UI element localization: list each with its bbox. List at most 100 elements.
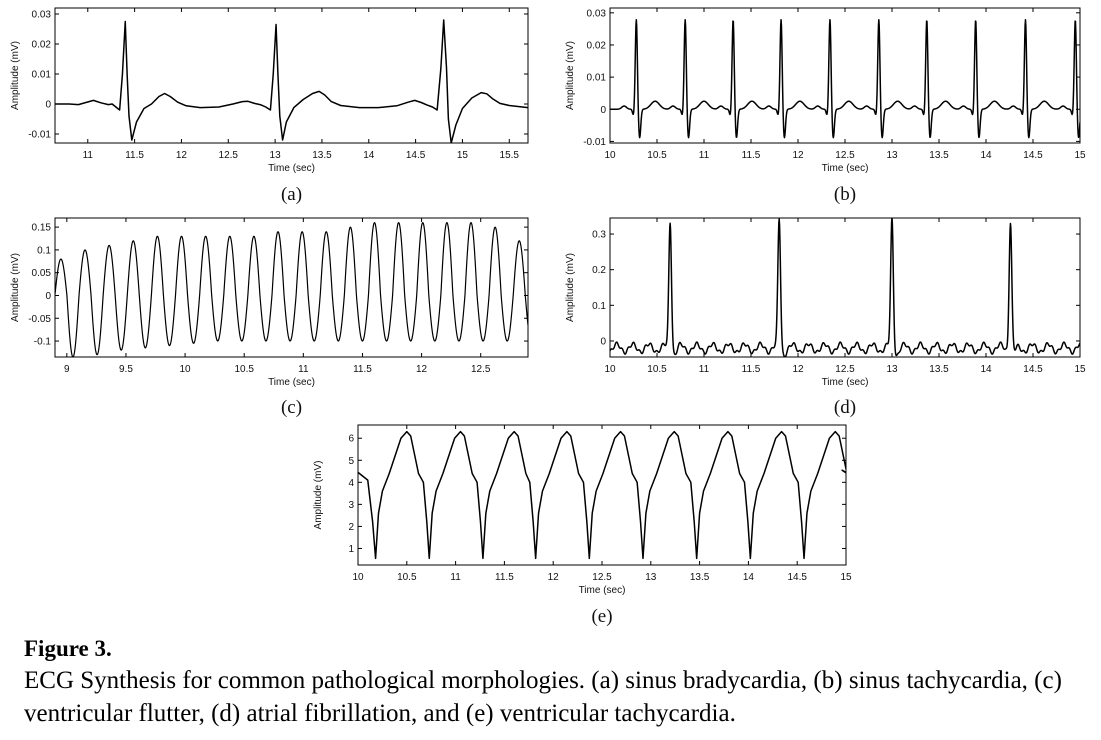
x-tick-label-c: 9: [64, 364, 70, 375]
caption-text: ECG Synthesis for common pathological mo…: [24, 667, 1062, 727]
x-tick-label-a: 15: [457, 150, 469, 161]
y-tick-label-d: 0.3: [592, 230, 606, 241]
x-tick-label-b: 10.5: [647, 150, 667, 161]
x-tick-label-b: 11.5: [742, 150, 761, 161]
x-tick-label-e: 12: [548, 572, 560, 583]
x-tick-label-d: 12.5: [835, 364, 855, 375]
x-tick-label-a: 13: [270, 150, 282, 161]
y-tick-label-e: 5: [348, 456, 354, 467]
x-axis-title-c: Time (sec): [268, 377, 315, 388]
x-axis-title-b: Time (sec): [822, 163, 869, 174]
x-tick-label-c: 11.5: [353, 364, 372, 375]
y-tick-label-b: 0.03: [587, 8, 607, 19]
plot-frame-a: [54, 7, 529, 144]
caption-title: Figure 3.: [24, 636, 112, 661]
y-axis-title-e: Amplitude (mV): [313, 461, 324, 530]
y-tick-label-b: 0.02: [587, 40, 607, 51]
y-tick-label-c: 0: [45, 291, 51, 302]
x-tick-label-d: 14: [980, 364, 992, 375]
x-tick-label-a: 14: [363, 150, 375, 161]
x-tick-label-e: 13.5: [690, 572, 710, 583]
x-tick-label-b: 12: [792, 150, 804, 161]
x-tick-label-a: 14.5: [406, 150, 426, 161]
x-tick-label-b: 15: [1074, 150, 1086, 161]
y-tick-label-b: -0.01: [583, 137, 606, 148]
x-tick-label-b: 13: [886, 150, 898, 161]
x-tick-label-a: 12.5: [219, 150, 239, 161]
panel-label-e: (e): [591, 606, 612, 627]
x-tick-label-d: 13.5: [929, 364, 949, 375]
x-tick-label-c: 12.5: [471, 364, 491, 375]
x-tick-label-d: 10: [604, 364, 616, 375]
y-tick-label-e: 6: [348, 434, 354, 445]
x-tick-label-a: 13.5: [312, 150, 332, 161]
y-tick-label-a: 0: [45, 100, 51, 111]
x-tick-label-e: 10.5: [397, 572, 417, 583]
y-axis-title-d: Amplitude (mV): [565, 253, 576, 322]
x-tick-label-c: 9.5: [119, 364, 133, 375]
x-tick-label-b: 14: [980, 150, 992, 161]
x-tick-label-b: 12.5: [835, 150, 855, 161]
y-tick-label-a: 0.03: [32, 10, 52, 21]
x-tick-label-b: 14.5: [1023, 150, 1043, 161]
ecg-trace-a: [55, 19, 528, 143]
y-tick-label-b: 0.01: [587, 73, 607, 84]
x-tick-label-c: 11: [298, 364, 309, 375]
plot-frame-b: [609, 7, 1081, 144]
figure-caption: Figure 3. ECG Synthesis for common patho…: [24, 634, 1096, 730]
y-tick-label-d: 0.2: [592, 265, 606, 276]
x-tick-label-c: 12: [416, 364, 428, 375]
x-tick-label-a: 11.5: [125, 150, 144, 161]
y-tick-label-b: 0: [600, 105, 606, 116]
ecg-trace-c: [55, 222, 528, 357]
x-tick-label-d: 15: [1074, 364, 1086, 375]
x-axis-title-a: Time (sec): [268, 163, 315, 174]
plot-frame-c: [54, 217, 529, 358]
y-tick-label-c: -0.1: [34, 337, 52, 348]
y-tick-label-c: 0.15: [32, 223, 52, 234]
x-axis-title-e: Time (sec): [579, 585, 626, 596]
y-tick-label-a: 0.02: [32, 40, 52, 51]
y-tick-label-a: 0.01: [32, 70, 52, 81]
x-tick-label-b: 11: [699, 150, 710, 161]
y-tick-label-d: 0: [600, 336, 606, 347]
x-tick-label-d: 13: [886, 364, 898, 375]
panel-label-d: (d): [834, 397, 856, 418]
x-tick-label-d: 11.5: [742, 364, 761, 375]
panel-label-c: (c): [281, 397, 302, 418]
panel-label-b: (b): [834, 184, 856, 205]
x-axis-title-d: Time (sec): [822, 377, 869, 388]
x-tick-label-c: 10: [180, 364, 192, 375]
panel-d: 10 10.5 11 11.5 12 12.5 13 13.5 14 14.5 15 0 0.1 0.2 0…: [565, 217, 1086, 418]
y-axis-title-c: Amplitude (mV): [10, 253, 21, 322]
y-tick-label-e: 3: [348, 500, 354, 511]
y-tick-label-e: 4: [348, 478, 354, 489]
x-tick-label-e: 14: [743, 572, 755, 583]
x-tick-label-e: 15: [840, 572, 852, 583]
x-tick-label-b: 13.5: [929, 150, 949, 161]
x-tick-label-c: 10.5: [234, 364, 254, 375]
y-tick-label-c: 0.1: [37, 245, 51, 256]
x-tick-label-e: 11.5: [495, 572, 514, 583]
x-tick-label-e: 12.5: [592, 572, 612, 583]
x-tick-label-d: 10.5: [647, 364, 667, 375]
y-tick-label-e: 1: [348, 544, 354, 555]
panel-c: 9 9.5 10 10.5 11 11.5 12 12.5 -0.1 -0.05 0 0.05 0.1 0…: [10, 217, 529, 418]
panel-b: 10 10.5 11 11.5 12 12.5 13 13.5 14 14.5 15 -0.01 0 0.…: [565, 7, 1086, 205]
x-tick-label-e: 14.5: [787, 572, 807, 583]
figure-panels: 11 11.5 12 12.5 13 13.5 14 14.5 15 15.5-0.0100.01…: [10, 7, 1086, 627]
y-tick-label-c: 0.05: [32, 268, 52, 279]
x-tick-label-a: 12: [176, 150, 188, 161]
x-tick-label-d: 11: [699, 364, 710, 375]
y-tick-label-c: -0.05: [28, 314, 51, 325]
x-tick-label-a: 11: [83, 150, 94, 161]
y-axis-title-b: Amplitude (mV): [565, 41, 576, 110]
y-tick-label-e: 2: [348, 522, 354, 533]
x-tick-label-a: 15.5: [500, 150, 520, 161]
x-tick-label-e: 11: [450, 572, 461, 583]
x-tick-label-b: 10: [604, 150, 616, 161]
ecg-trace-e: [358, 430, 846, 560]
y-tick-label-d: 0.1: [592, 301, 606, 312]
ecg-trace-d: [610, 218, 1080, 357]
panel-a: 11 11.5 12 12.5 13 13.5 14 14.5 15 15.5 -0.01 0 0.01…: [10, 7, 529, 205]
